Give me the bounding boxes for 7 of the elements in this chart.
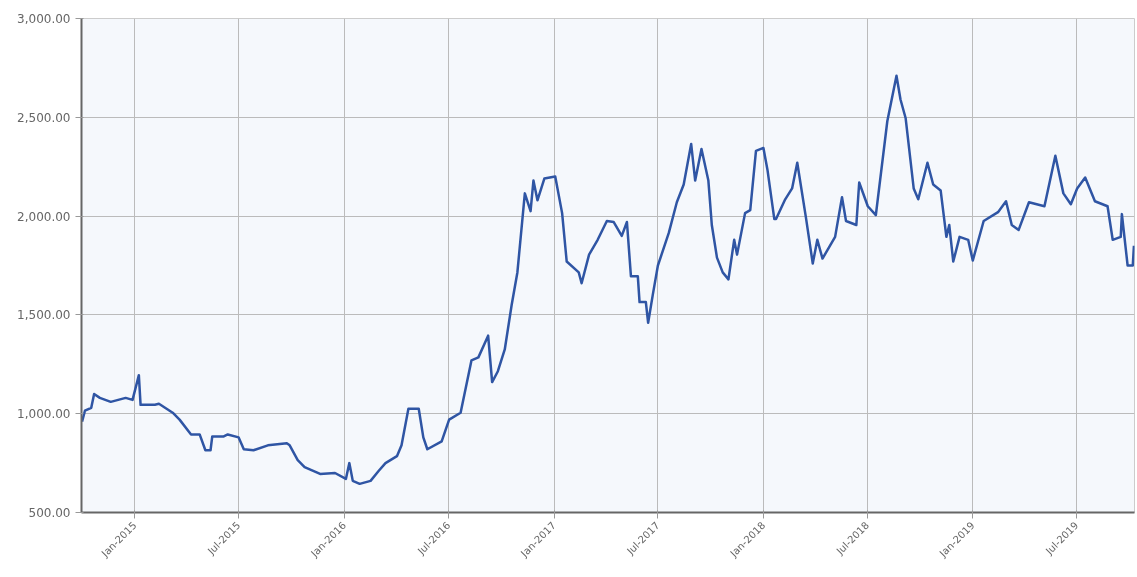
y-tick-label: 2,500.00 <box>17 110 71 125</box>
y-tick-label: 2,000.00 <box>17 209 71 224</box>
y-tick-label: 1,000.00 <box>17 407 71 422</box>
y-tick-label: 3,000.00 <box>17 12 71 26</box>
y-tick-label: 1,500.00 <box>17 308 71 323</box>
y-tick-label: 500.00 <box>28 506 71 520</box>
line-series <box>81 74 1135 486</box>
